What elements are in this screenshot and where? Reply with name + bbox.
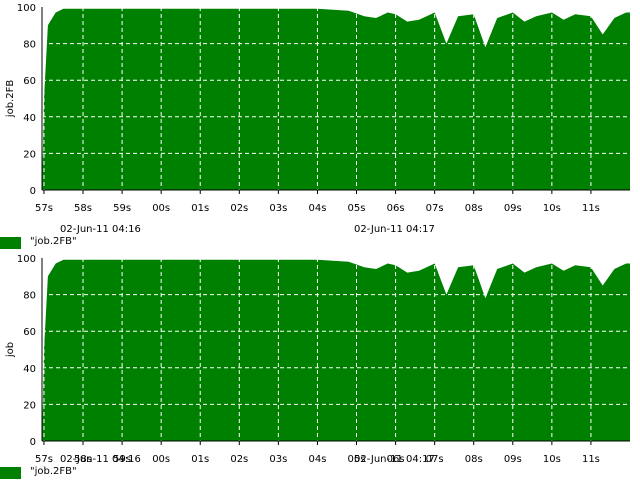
cpu-chart-top: 0 20 40 60 80 100 57s 58s 59s 00s 01s 02s 03s 04s 05s 0… [0, 0, 640, 249]
legend: "job.2FB" [0, 466, 200, 480]
date-label-left: 02-Jun-11 04:16 [60, 454, 141, 465]
x-tick-label: 07s [426, 454, 444, 465]
y-tick-label: 20 [23, 149, 36, 160]
y-tick-label: 100 [17, 3, 36, 14]
x-tick-label: 08s [465, 203, 483, 214]
x-tick-label: 01s [191, 454, 209, 465]
x-tick-label: 05s [348, 203, 366, 214]
y-tick-label: 0 [30, 437, 36, 448]
x-tick-label: 06s [387, 454, 405, 465]
x-tick-label: 08s [465, 454, 483, 465]
x-tick-label: 03s [269, 454, 287, 465]
x-tick-label: 06s [387, 203, 405, 214]
chart-svg: 0 20 40 60 80 100 57s 58s 59s 00s 01s 02s 03s 04s 05s 0… [5, 3, 630, 214]
y-tick-label: 40 [23, 364, 36, 375]
y-tick-label: 100 [17, 254, 36, 265]
y-tick-label: 60 [23, 327, 36, 338]
date-label-right: 02-Jun-11 04:17 [354, 224, 435, 235]
x-tick-label: 04s [308, 454, 326, 465]
y-axis-label: job [5, 342, 16, 358]
x-tick-label: 02s [230, 203, 248, 214]
x-tick-label: 09s [504, 454, 522, 465]
x-tick-label: 11s [582, 454, 600, 465]
x-tick-label: 00s [152, 454, 170, 465]
y-axis-label: job.2FB [5, 80, 16, 119]
y-tick-label: 80 [23, 291, 36, 302]
x-tick-label: 03s [269, 203, 287, 214]
x-tick-label: 11s [582, 203, 600, 214]
x-tick-label: 05s [348, 454, 366, 465]
y-tick-label: 80 [23, 40, 36, 51]
legend-swatch [0, 467, 21, 479]
x-tick-label: 10s [543, 454, 561, 465]
x-tick-label: 10s [543, 203, 561, 214]
series-area [42, 8, 630, 190]
x-tick-label: 02s [230, 454, 248, 465]
x-tick-label: 57s [35, 203, 53, 214]
x-tick-label: 00s [152, 203, 170, 214]
legend-label: "job.2FB" [30, 236, 77, 247]
series-area [42, 259, 630, 441]
legend: "job.2FB" [0, 236, 200, 250]
y-tick-label: 0 [30, 186, 36, 197]
x-tick-label: 59s [113, 203, 131, 214]
x-tick-label: 58s [74, 203, 92, 214]
legend-label: "job.2FB" [30, 466, 77, 477]
cpu-chart-bottom: 0 20 40 60 80 100 57s 58s 59s 00s 01s 02s 03s 04s 05s 0… [0, 251, 640, 491]
date-label-left: 02-Jun-11 04:16 [60, 224, 141, 235]
x-tick-label: 04s [308, 203, 326, 214]
legend-swatch [0, 237, 21, 249]
x-tick-label: 57s [35, 454, 53, 465]
x-tick-label: 09s [504, 203, 522, 214]
x-tick-label: 59s [113, 454, 131, 465]
x-tick-label: 58s [74, 454, 92, 465]
y-tick-label: 60 [23, 76, 36, 87]
x-tick-label: 07s [426, 203, 444, 214]
date-label-right: 02-Jun-11 04:17 [354, 454, 435, 465]
x-tick-label: 01s [191, 203, 209, 214]
y-tick-label: 20 [23, 400, 36, 411]
y-tick-label: 40 [23, 113, 36, 124]
